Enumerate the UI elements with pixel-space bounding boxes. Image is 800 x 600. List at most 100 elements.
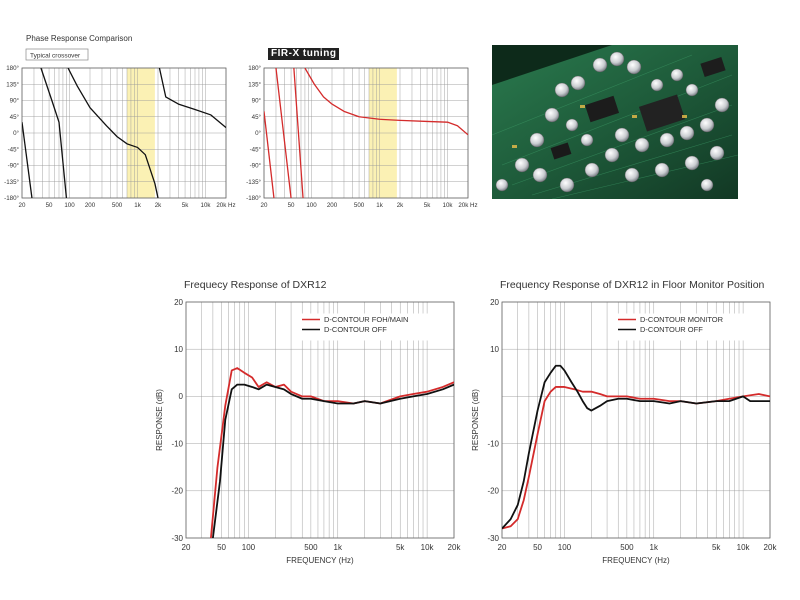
plot-frame: [263, 67, 469, 199]
y-tick-label: -180°: [4, 195, 19, 202]
phase-chart-typical: Phase Response Comparison Typical crosso…: [4, 34, 235, 209]
circuit-board-photo: [492, 45, 738, 199]
x-tick-label: 100: [64, 202, 75, 209]
x-tick-label: 10k: [737, 543, 751, 552]
y-tick-label: 20: [490, 298, 499, 307]
y-tick-label: -20: [171, 487, 183, 496]
x-tick-label: 20: [19, 202, 26, 209]
y-tick-label: -10: [487, 439, 499, 448]
x-tick-label: 20k Hz: [458, 202, 477, 209]
chart-title: Frequecy Response of DXR12: [184, 279, 327, 291]
x-tick-label: 2k: [397, 202, 404, 209]
series-line-1: [67, 68, 159, 198]
x-tick-label: 200: [85, 202, 96, 209]
y-tick-label: 0°: [13, 130, 19, 137]
series-line-2: [502, 364, 770, 530]
x-tick-label: 500: [304, 543, 318, 552]
y-tick-label: 135°: [6, 81, 19, 88]
y-tick-label: 180°: [6, 65, 19, 72]
y-tick-label: -45°: [8, 146, 20, 153]
x-tick-label: 50: [533, 543, 542, 552]
x-tick-label: 100: [558, 543, 572, 552]
y-tick-label: 45°: [252, 114, 262, 121]
x-tick-label: 50: [217, 543, 226, 552]
y-tick-label: 135°: [248, 81, 261, 88]
phase-chart-firx: 20 50 100 200 500 1k 2k 5k 10k 20k Hz 180° 135° 90° 4…: [246, 65, 477, 209]
x-tick-label: 50: [46, 202, 53, 209]
plot-area: 20 50 100 500 1k 5k 10k 20k 20 10 -10 -20 -30 FREQUEN…: [471, 298, 777, 565]
x-tick-label: 500: [112, 202, 123, 209]
legend-label: D-CONTOUR OFF: [640, 325, 703, 334]
series-line-1: [158, 68, 226, 129]
fir-x-tuning-logo: FIR-X tuning: [268, 48, 340, 60]
series-line-1: [40, 68, 68, 198]
frequency-response-monitor-chart: Frequency Response of DXR12 in Floor Mon…: [471, 279, 777, 565]
legend-background: [297, 313, 449, 341]
plot-area: 20 50 100 200 500 1k 2k 5k 10k 20k Hz 180° 135° 90° 4…: [4, 65, 235, 209]
y-tick-label: 10: [174, 345, 183, 354]
x-tick-label: 1k: [334, 543, 343, 552]
y-tick-label: -180°: [246, 195, 261, 202]
x-tick-label: 500: [620, 543, 634, 552]
x-tick-label: 50: [288, 202, 295, 209]
x-tick-label: 20: [261, 202, 268, 209]
x-tick-label: 20k: [764, 543, 778, 552]
y-tick-label: -45°: [250, 146, 262, 153]
y-tick-label: -90°: [8, 163, 20, 170]
x-tick-label: 10k: [421, 543, 435, 552]
x-tick-label: 500: [354, 202, 365, 209]
series-line-1: [502, 386, 770, 530]
phase-section-title: Phase Response Comparison: [26, 34, 132, 43]
x-tick-label: 2k: [155, 202, 162, 209]
typical-crossover-tag-box: [25, 48, 89, 61]
legend-label: D-CONTOUR MONITOR: [640, 315, 724, 324]
y-tick-label: -135°: [246, 179, 261, 186]
y-tick-label: 0°: [255, 130, 261, 137]
x-tick-label: 100: [242, 543, 256, 552]
x-tick-label: 100: [306, 202, 317, 209]
legend-label: D-CONTOUR FOH/MAIN: [324, 315, 408, 324]
y-axis-label: RESPONSE (dB): [471, 389, 480, 451]
x-tick-label: 20k: [448, 543, 462, 552]
y-tick-label: -135°: [4, 179, 19, 186]
x-tick-label: 1k: [134, 202, 141, 209]
plot-frame: [21, 67, 227, 199]
chart-title: Frequency Response of DXR12 in Floor Mon…: [500, 279, 765, 291]
series-line-1: [293, 68, 304, 198]
y-tick-label: 180°: [248, 65, 261, 72]
x-tick-label: 20k Hz: [216, 202, 235, 209]
legend-label: D-CONTOUR OFF: [324, 325, 387, 334]
y-tick-label: -30: [171, 534, 183, 543]
y-tick-label: 0: [179, 392, 184, 401]
x-tick-label: 20: [498, 543, 507, 552]
x-axis-label: FREQUENCY (Hz): [602, 556, 670, 565]
x-tick-label: 10k: [201, 202, 212, 209]
y-tick-label: -90°: [250, 163, 262, 170]
series-line-1: [275, 68, 292, 198]
y-tick-label: 20: [174, 298, 183, 307]
x-tick-label: 1k: [650, 543, 659, 552]
x-tick-label: 1k: [376, 202, 383, 209]
x-tick-label: 5k: [712, 543, 721, 552]
y-tick-label: 90°: [252, 98, 262, 105]
x-axis-label: FREQUENCY (Hz): [286, 556, 354, 565]
plot-area: 20 50 100 200 500 1k 2k 5k 10k 20k Hz 180° 135° 90° 4…: [246, 65, 477, 209]
y-axis-label: RESPONSE (dB): [155, 389, 164, 451]
x-tick-label: 5k: [396, 543, 405, 552]
typical-crossover-tag: Typical crossover: [30, 53, 81, 60]
plot-frame: [501, 301, 771, 539]
y-tick-label: 10: [490, 345, 499, 354]
circuit-board-image: [492, 45, 738, 199]
plot-frame: [185, 301, 455, 539]
series-line-2: [211, 383, 454, 538]
y-tick-label: -30: [487, 534, 499, 543]
series-line-1: [264, 111, 275, 198]
series-line-1: [22, 122, 33, 198]
y-tick-label: 45°: [10, 114, 20, 121]
x-tick-label: 5k: [182, 202, 189, 209]
x-tick-label: 5k: [424, 202, 431, 209]
x-tick-label: 10k: [443, 202, 454, 209]
x-tick-label: 200: [327, 202, 338, 209]
